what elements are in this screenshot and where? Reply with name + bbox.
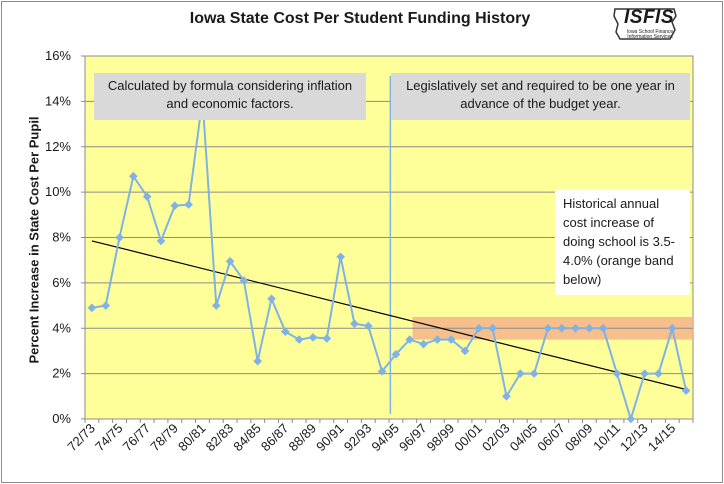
data-point bbox=[87, 303, 97, 313]
y-tick-label: 4% bbox=[52, 320, 71, 335]
data-point bbox=[129, 171, 138, 181]
data-point bbox=[612, 369, 622, 378]
data-point bbox=[598, 323, 608, 333]
data-point bbox=[391, 350, 401, 359]
x-tick-label: 14/15 bbox=[645, 421, 679, 455]
annotation-legislative: Legislatively set and required to be one… bbox=[391, 73, 690, 120]
data-point bbox=[211, 301, 221, 310]
data-point bbox=[667, 323, 677, 333]
isfis-logo-icon bbox=[613, 8, 677, 40]
data-point bbox=[170, 201, 180, 211]
x-tick-label: 88/89 bbox=[286, 421, 320, 455]
data-point bbox=[322, 334, 332, 343]
data-point bbox=[626, 414, 636, 424]
x-tick-label: 82/83 bbox=[203, 421, 237, 455]
data-point bbox=[460, 346, 470, 356]
data-point bbox=[515, 369, 525, 378]
x-tick-label: 08/09 bbox=[562, 421, 596, 455]
chart-title: Iowa State Cost Per Student Funding Hist… bbox=[189, 10, 531, 27]
y-tick-label: 14% bbox=[45, 93, 71, 108]
data-point bbox=[640, 369, 649, 378]
data-point bbox=[294, 335, 304, 344]
data-point bbox=[654, 369, 663, 378]
y-tick-label: 0% bbox=[52, 411, 71, 426]
x-tick-label: 78/79 bbox=[147, 421, 181, 455]
annotation-historical: Historical annual cost increase of doing… bbox=[555, 190, 690, 295]
data-point bbox=[350, 319, 359, 329]
data-point bbox=[225, 257, 235, 266]
data-point bbox=[488, 323, 497, 333]
data-point bbox=[308, 333, 318, 342]
data-point bbox=[156, 236, 166, 246]
data-point bbox=[363, 321, 373, 331]
data-point bbox=[571, 323, 580, 333]
y-axis-label: Percent Increase in State Cost Per Pupil bbox=[26, 116, 42, 364]
x-tick-label: 90/91 bbox=[313, 421, 347, 455]
y-tick-label: 10% bbox=[45, 184, 71, 199]
data-point bbox=[585, 323, 594, 333]
x-tick-label: 10/11 bbox=[590, 421, 623, 454]
data-point bbox=[681, 386, 691, 395]
data-point bbox=[142, 192, 152, 201]
data-point bbox=[253, 356, 263, 366]
x-tick-label: 00/01 bbox=[451, 421, 485, 455]
x-tick-label: 96/97 bbox=[396, 421, 430, 455]
x-tick-label: 92/93 bbox=[341, 421, 375, 455]
y-tick-label: 8% bbox=[52, 230, 71, 245]
data-point bbox=[267, 294, 276, 304]
data-point bbox=[474, 323, 484, 333]
logo-subtitle: Iowa School Finance Information Services bbox=[626, 29, 674, 40]
data-point bbox=[239, 276, 249, 285]
x-tick-label: 94/95 bbox=[368, 421, 402, 455]
x-tick-label: 74/75 bbox=[92, 421, 126, 455]
data-point bbox=[377, 367, 387, 376]
x-tick-label: 02/03 bbox=[479, 421, 513, 455]
data-point bbox=[543, 323, 553, 333]
x-tick-label: 80/81 bbox=[175, 421, 209, 455]
x-tick-label: 98/99 bbox=[424, 421, 458, 455]
y-tick-label: 16% bbox=[45, 48, 71, 63]
x-tick-label: 12/13 bbox=[617, 421, 651, 455]
y-tick-label: 6% bbox=[52, 275, 71, 290]
annotation-formula: Calculated by formula considering inflat… bbox=[94, 73, 366, 120]
x-tick-label: 06/07 bbox=[534, 421, 568, 455]
y-tick-label: 12% bbox=[45, 139, 71, 154]
y-tick-label: 2% bbox=[52, 366, 71, 381]
logo-name: ISFIS bbox=[624, 7, 675, 28]
data-point bbox=[557, 323, 567, 333]
data-point bbox=[281, 327, 290, 336]
data-point bbox=[433, 335, 442, 344]
data-point bbox=[336, 252, 345, 262]
trendline bbox=[91, 240, 687, 391]
data-point bbox=[446, 335, 456, 344]
data-point bbox=[184, 200, 193, 209]
data-point bbox=[419, 339, 428, 349]
x-tick-label: 86/87 bbox=[258, 421, 292, 455]
x-tick-label: 84/85 bbox=[230, 421, 264, 455]
data-point bbox=[405, 335, 415, 344]
data-point bbox=[502, 392, 511, 401]
x-tick-label: 76/77 bbox=[120, 421, 154, 455]
x-tick-label: 04/05 bbox=[507, 421, 541, 455]
data-point bbox=[529, 369, 539, 378]
data-point bbox=[101, 301, 111, 310]
data-point bbox=[115, 233, 124, 242]
